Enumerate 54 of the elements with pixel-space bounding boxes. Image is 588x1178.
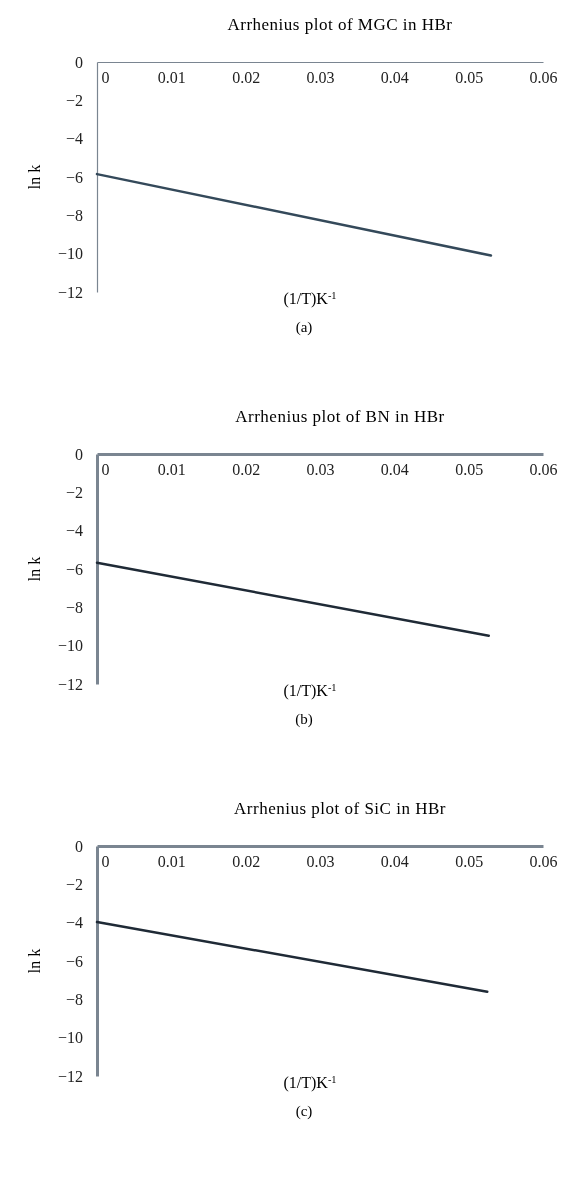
x-tick-label: 0.01 [157,69,186,87]
text: (b) [295,711,313,728]
x-tick-label: 0.06 [529,69,558,87]
x-tick-label: 0.02 [232,69,261,87]
y-tick-label: −8 [65,990,83,1008]
chart-title: Arrhenius plot of MGC in HBr [227,15,453,34]
y-tick-label: −2 [65,91,83,109]
text: (a) [295,319,313,336]
chart-title: Arrhenius plot of BN in HBr [235,407,445,426]
y-tick-label: −10 [57,637,83,655]
y-tick-label: 0 [75,445,83,463]
x-tick-label: 0.02 [232,461,261,479]
y-tick-label: −12 [57,675,83,693]
y-tick-label: −6 [65,952,83,970]
x-tick-label: 0.05 [455,853,484,871]
x-tick-label: 0.03 [306,69,335,87]
x-tick-label: 0.04 [380,69,409,87]
x-tick-label: 0.01 [157,853,186,871]
y-axis-title: ln k [26,556,43,582]
y-tick-label: −8 [65,206,83,224]
text: (c) [295,1103,313,1120]
y-tick-label: −4 [65,522,83,540]
x-tick-label: 0.04 [380,853,409,871]
y-tick-label: 0 [75,837,83,855]
y-tick-label: −10 [57,1029,83,1047]
y-tick-label: −4 [65,130,83,148]
y-tick-label: −4 [65,914,83,932]
y-tick-label: −6 [65,560,83,578]
y-axis-title: ln k [26,948,43,974]
x-tick-label: 0 [101,461,110,479]
y-tick-label: −12 [57,283,83,301]
x-tick-label: 0.03 [306,461,335,479]
x-tick-label: 0.02 [232,853,261,871]
x-tick-label: 0.04 [380,461,409,479]
y-tick-label: 0 [75,53,83,71]
y-tick-label: −10 [57,245,83,263]
x-tick-label: 0.05 [455,461,484,479]
x-tick-label: 0.01 [157,461,186,479]
x-tick-label: 0 [101,69,110,87]
y-tick-label: −6 [65,168,83,186]
y-tick-label: −12 [57,1067,83,1085]
y-tick-label: −8 [65,598,83,616]
y-tick-label: −2 [65,483,83,501]
x-tick-label: 0 [101,853,110,871]
x-tick-label: 0.03 [306,853,335,871]
chart-title: Arrhenius plot of SiC in HBr [234,799,446,818]
x-tick-label: 0.06 [529,853,558,871]
x-axis-title: (1/T)K$^{-1}$ [283,1073,337,1092]
x-axis-title: (1/T)K$^{-1}$ [283,289,337,308]
y-tick-label: −2 [65,875,83,893]
x-axis-title: (1/T)K$^{-1}$ [283,681,337,700]
x-tick-label: 0.05 [455,69,484,87]
x-tick-label: 0.06 [529,461,558,479]
y-axis-title: ln k [26,164,43,190]
